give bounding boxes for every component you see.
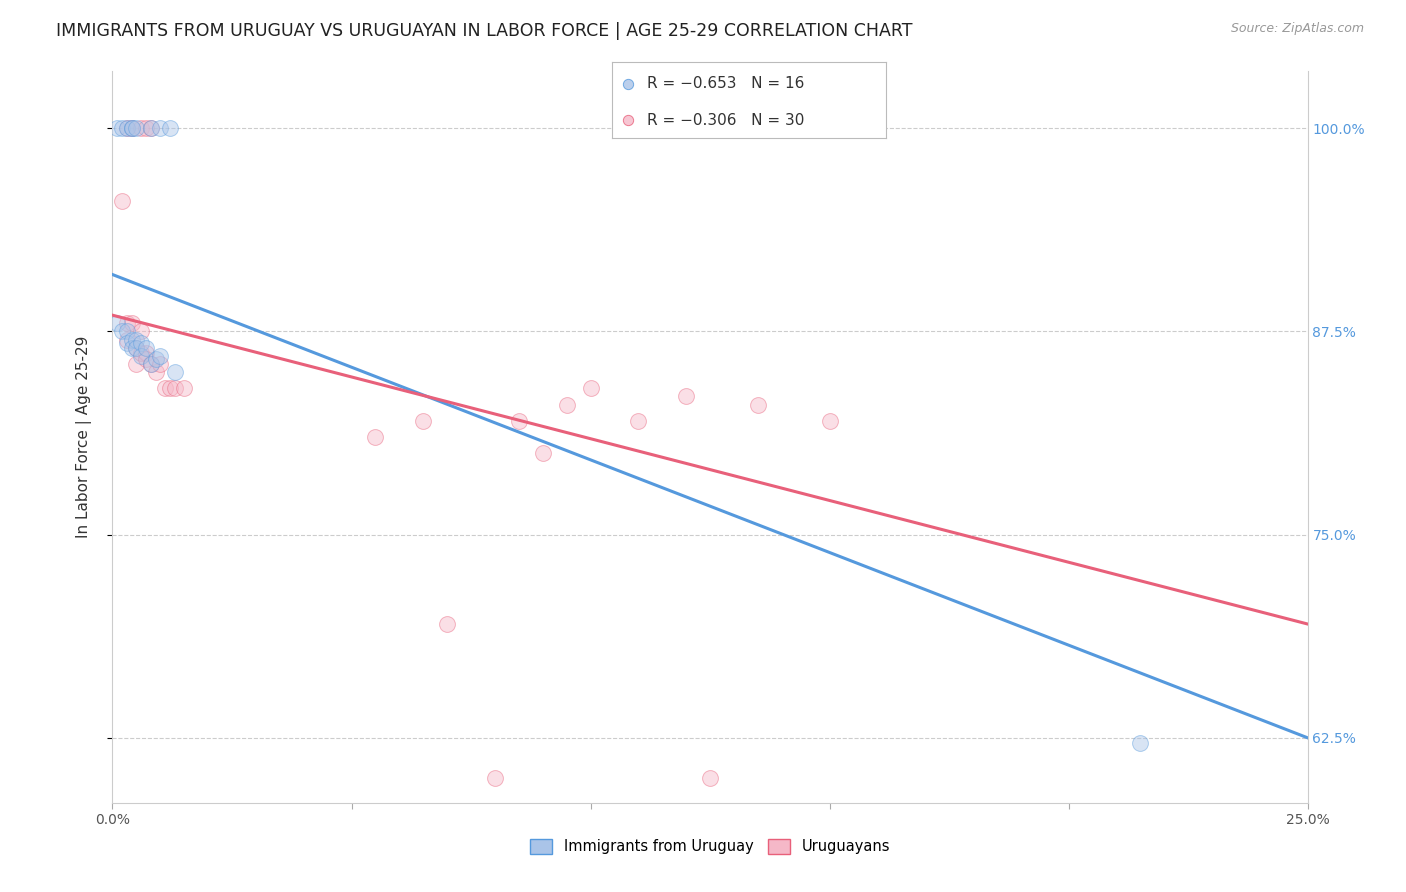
Point: [111, 121, 134, 136]
Point: [121, 121, 143, 136]
Point: [508, 414, 530, 428]
Point: [105, 121, 128, 136]
Point: [135, 345, 157, 359]
Point: [129, 349, 152, 363]
Point: [125, 333, 148, 347]
Point: [115, 325, 138, 339]
Text: R = −0.653   N = 16: R = −0.653 N = 16: [647, 76, 804, 91]
Point: [111, 194, 134, 209]
Point: [115, 121, 138, 136]
Point: [412, 414, 434, 428]
Point: [364, 430, 387, 444]
Point: [125, 341, 148, 355]
Point: [818, 414, 841, 428]
Point: [105, 316, 128, 330]
Point: [484, 772, 506, 786]
Point: [129, 345, 152, 359]
Point: [149, 121, 172, 136]
Point: [139, 357, 162, 371]
Point: [149, 349, 172, 363]
Point: [121, 121, 143, 136]
Point: [747, 398, 769, 412]
Point: [555, 398, 578, 412]
Point: [135, 121, 157, 136]
Point: [173, 381, 195, 395]
Point: [617, 113, 640, 128]
Text: R = −0.306   N = 30: R = −0.306 N = 30: [647, 112, 804, 128]
Point: [129, 121, 152, 136]
Point: [125, 357, 148, 371]
Point: [115, 121, 138, 136]
Point: [125, 121, 148, 136]
Point: [135, 341, 157, 355]
Point: [159, 121, 181, 136]
Point: [145, 365, 167, 379]
Point: [125, 341, 148, 355]
Point: [579, 381, 602, 395]
Text: IMMIGRANTS FROM URUGUAY VS URUGUAYAN IN LABOR FORCE | AGE 25-29 CORRELATION CHAR: IMMIGRANTS FROM URUGUAY VS URUGUAYAN IN …: [56, 22, 912, 40]
Point: [699, 772, 721, 786]
Point: [145, 352, 167, 367]
Point: [436, 617, 458, 632]
Point: [627, 414, 650, 428]
Point: [163, 381, 186, 395]
Point: [163, 365, 186, 379]
Point: [121, 341, 143, 355]
Legend: Immigrants from Uruguay, Uruguayans: Immigrants from Uruguay, Uruguayans: [523, 831, 897, 862]
Point: [139, 357, 162, 371]
Point: [111, 325, 134, 339]
Text: Source: ZipAtlas.com: Source: ZipAtlas.com: [1230, 22, 1364, 36]
Point: [1129, 736, 1152, 750]
Point: [135, 352, 157, 367]
Point: [531, 446, 554, 460]
Y-axis label: In Labor Force | Age 25-29: In Labor Force | Age 25-29: [76, 336, 91, 538]
Point: [115, 333, 138, 347]
Point: [115, 316, 138, 330]
Point: [153, 381, 176, 395]
Point: [675, 389, 697, 403]
Point: [129, 325, 152, 339]
Point: [129, 335, 152, 350]
Point: [159, 381, 181, 395]
Point: [115, 335, 138, 350]
Point: [149, 357, 172, 371]
Point: [121, 316, 143, 330]
Point: [139, 121, 162, 136]
Point: [139, 121, 162, 136]
Point: [121, 121, 143, 136]
Point: [617, 77, 640, 91]
Point: [121, 333, 143, 347]
